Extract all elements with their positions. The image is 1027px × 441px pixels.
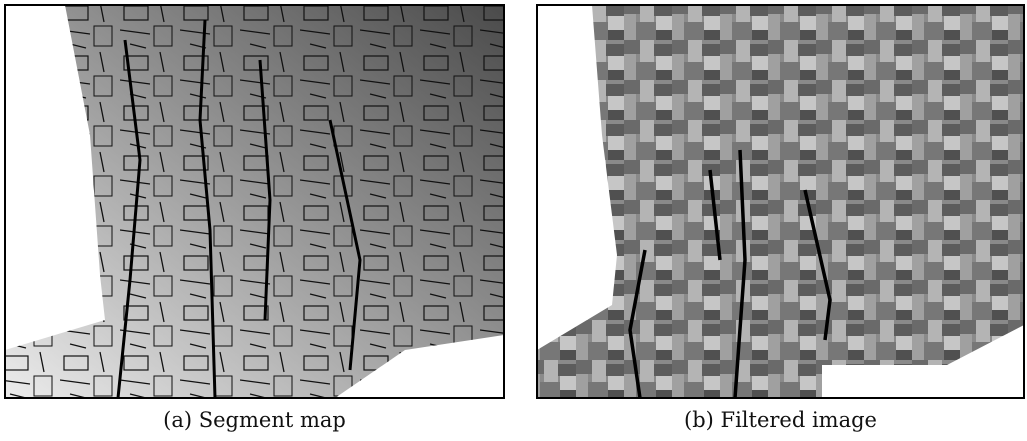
caption: (a) Segment map	[5, 408, 504, 432]
segment-map	[5, 5, 504, 398]
caption: (b) Filtered image	[537, 408, 1024, 432]
figure-images	[0, 0, 1027, 441]
filtered-image	[537, 5, 1024, 398]
figure: (a) Segment map (b) Filtered image	[0, 0, 1027, 441]
